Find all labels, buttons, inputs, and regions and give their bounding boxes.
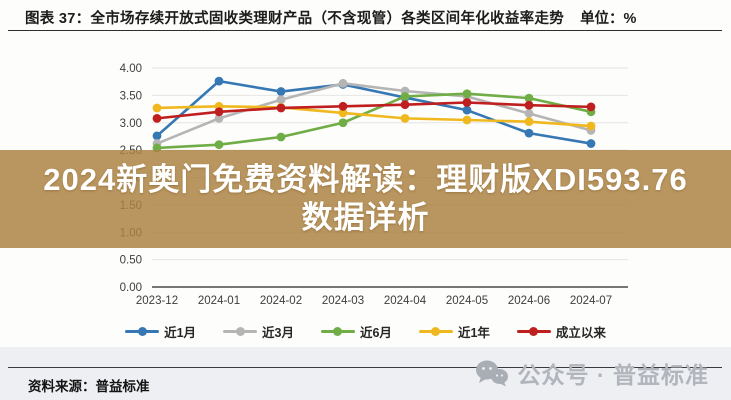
- footer-band: 资料来源：普益标准 公众号 · 普益标准: [0, 347, 731, 400]
- series-point-近1月: [152, 131, 162, 141]
- series-point-成立以来: [586, 102, 596, 112]
- legend-label: 近1月: [164, 326, 197, 340]
- legend-label: 近3月: [262, 326, 294, 340]
- series-point-近1年: [400, 113, 410, 123]
- series-point-近6月: [214, 140, 224, 150]
- series-point-近1年: [338, 108, 348, 118]
- y-axis-tick-label: 3.50: [120, 90, 142, 102]
- series-point-近6月: [462, 89, 472, 99]
- series-point-近3月: [214, 113, 224, 123]
- overlay-banner-line2: 数据详析: [301, 200, 430, 235]
- x-axis-tick-label: 2024-01: [198, 295, 240, 307]
- legend-item-成立以来: 成立以来: [516, 322, 606, 341]
- overlay-banner-line1: 2024新奥门免费资料解读：理财版XDI593.76: [43, 162, 688, 197]
- series-point-成立以来: [400, 100, 410, 110]
- legend-marker-icon: [516, 327, 551, 337]
- series-line-成立以来: [155, 101, 593, 120]
- series-point-近6月: [400, 92, 410, 101]
- series-line-近1年: [155, 105, 593, 128]
- legend-label: 成立以来: [555, 326, 606, 340]
- legend-label: 近1年: [457, 326, 490, 340]
- series-point-近3月: [338, 78, 348, 88]
- watermark: 公众号 · 普益标准: [475, 356, 709, 390]
- y-axis-tick-label: 4.00: [120, 63, 142, 75]
- legend-item-近1月: 近1月: [125, 322, 196, 341]
- series-point-近1月: [214, 76, 224, 86]
- y-axis-tick-label: 0.00: [120, 282, 142, 294]
- series-point-近1年: [586, 121, 596, 131]
- series-point-成立以来: [462, 98, 472, 107]
- series-point-近1月: [276, 87, 286, 96]
- legend-marker-icon: [223, 327, 258, 337]
- legend-marker-icon: [320, 327, 355, 337]
- legend-marker-icon: [418, 327, 453, 337]
- x-axis-tick-label: 2024-05: [446, 295, 488, 307]
- series-point-成立以来: [524, 100, 534, 110]
- series-point-近3月: [524, 109, 534, 118]
- series-point-近1年: [524, 117, 534, 127]
- footer-divider: [8, 367, 722, 368]
- x-axis-tick-label: 2024-04: [384, 295, 427, 307]
- series-point-成立以来: [338, 101, 348, 111]
- wechat-icon: [475, 360, 508, 387]
- header-divider: [8, 30, 722, 31]
- data-source-label: 资料来源：普益标准: [28, 379, 150, 394]
- legend-item-近3月: 近3月: [223, 322, 294, 341]
- series-point-成立以来: [152, 113, 162, 123]
- x-axis-tick-label: 2023-12: [136, 295, 178, 307]
- series-point-近6月: [276, 132, 286, 142]
- series-point-成立以来: [214, 107, 224, 117]
- series-point-近3月: [276, 95, 286, 105]
- series-line-近3月: [155, 82, 593, 145]
- watermark-text: 公众号 · 普益标准: [517, 362, 709, 388]
- figure-header: 图表 37：全市场存续开放式固收类理财产品（不含现管）各类区间年化收益率走势 单…: [25, 7, 715, 28]
- x-axis-tick-label: 2024-06: [508, 295, 550, 307]
- chart-legend: 近1月 近3月 近6月 近1年 成立以来: [0, 322, 731, 341]
- x-axis-tick-label: 2024-07: [570, 295, 612, 307]
- series-point-近1月: [524, 128, 534, 138]
- series-point-近6月: [338, 118, 348, 128]
- series-point-近6月: [524, 93, 534, 103]
- series-line-近6月: [155, 92, 593, 150]
- x-axis-tick-label: 2024-02: [260, 295, 302, 307]
- series-point-近1年: [462, 115, 472, 125]
- x-axis-tick-label: 2024-03: [322, 295, 364, 307]
- series-point-近1年: [152, 103, 162, 113]
- legend-marker-icon: [125, 327, 160, 337]
- y-axis-tick-label: 0.50: [120, 255, 142, 267]
- overlay-banner: 2024新奥门免费资料解读：理财版XDI593.76 数据详析: [0, 150, 731, 248]
- series-point-近1月: [462, 105, 472, 115]
- series-point-成立以来: [276, 103, 286, 113]
- series-point-近1月: [586, 139, 596, 148]
- y-axis-tick-label: 3.00: [120, 118, 142, 130]
- series-line-近1月: [155, 79, 593, 145]
- legend-label: 近6月: [359, 326, 392, 340]
- legend-item-近6月: 近6月: [320, 322, 392, 341]
- legend-item-近1年: 近1年: [418, 322, 490, 341]
- figure-unit-label: 单位：%: [580, 11, 637, 27]
- figure-title: 图表 37：全市场存续开放式固收类理财产品（不含现管）各类区间年化收益率走势: [25, 11, 565, 27]
